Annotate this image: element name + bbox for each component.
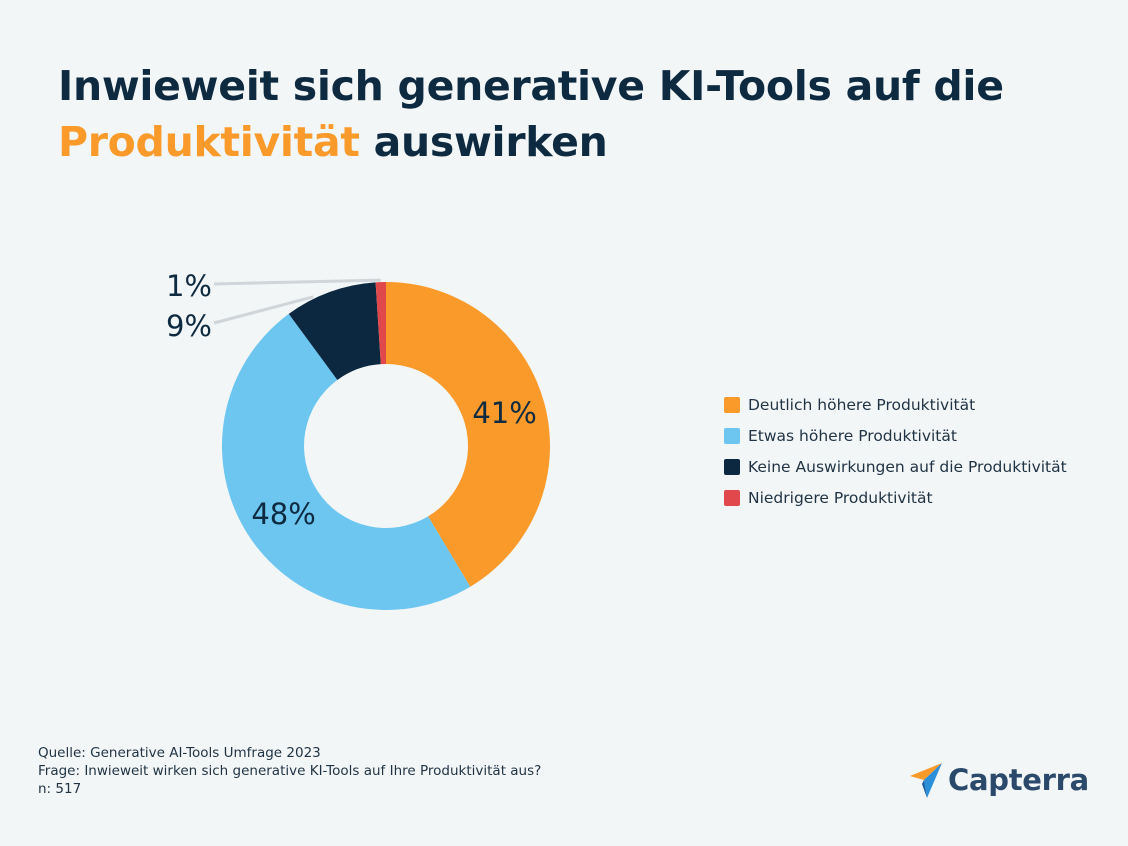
legend-swatch [724, 489, 740, 506]
legend-label: Deutlich höhere Produktivität [748, 395, 976, 414]
chart-title: Inwieweit sich generative KI-Tools auf d… [58, 58, 1088, 170]
capterra-logo: Capterra [908, 760, 1089, 800]
source-note: Quelle: Generative AI-Tools Umfrage 2023 [38, 745, 321, 761]
legend-label: Keine Auswirkungen auf die Produktivität [748, 457, 1067, 476]
legend-swatch [724, 427, 740, 444]
legend-swatch [724, 396, 740, 413]
legend-item: Deutlich höhere Produktivität [724, 389, 1067, 420]
title-highlight: Produktivität [58, 118, 360, 166]
legend-item: Etwas höhere Produktivität [724, 420, 1067, 451]
data-label: 41% [472, 396, 536, 430]
title-part1: Inwieweit sich generative KI-Tools auf d… [58, 62, 1004, 110]
title-part2: auswirken [373, 118, 608, 166]
legend-swatch [724, 458, 740, 475]
donut-slice [375, 282, 386, 365]
legend-label: Niedrigere Produktivität [748, 488, 933, 507]
donut-slice [288, 282, 381, 380]
chart-footer: Quelle: Generative AI-Tools Umfrage 2023… [38, 744, 541, 798]
legend-item: Keine Auswirkungen auf die Produktivität [724, 451, 1067, 482]
chart-legend: Deutlich höhere Produktivität Etwas höhe… [724, 389, 1067, 513]
question-note: Frage: Inwieweit wirken sich generative … [38, 763, 542, 779]
donut-slice [221, 313, 471, 610]
leader-line [213, 295, 314, 325]
data-label: 48% [251, 497, 315, 531]
legend-label: Etwas höhere Produktivität [748, 426, 957, 445]
legend-item: Niedrigere Produktivität [724, 482, 1067, 513]
donut-slice [386, 282, 550, 587]
data-label: 1% [166, 269, 212, 303]
capterra-arrow-icon [910, 763, 942, 798]
logo-text: Capterra [948, 763, 1089, 797]
leader-line [213, 278, 381, 286]
sample-size-note: n: 517 [38, 781, 82, 797]
data-label: 9% [166, 309, 212, 343]
